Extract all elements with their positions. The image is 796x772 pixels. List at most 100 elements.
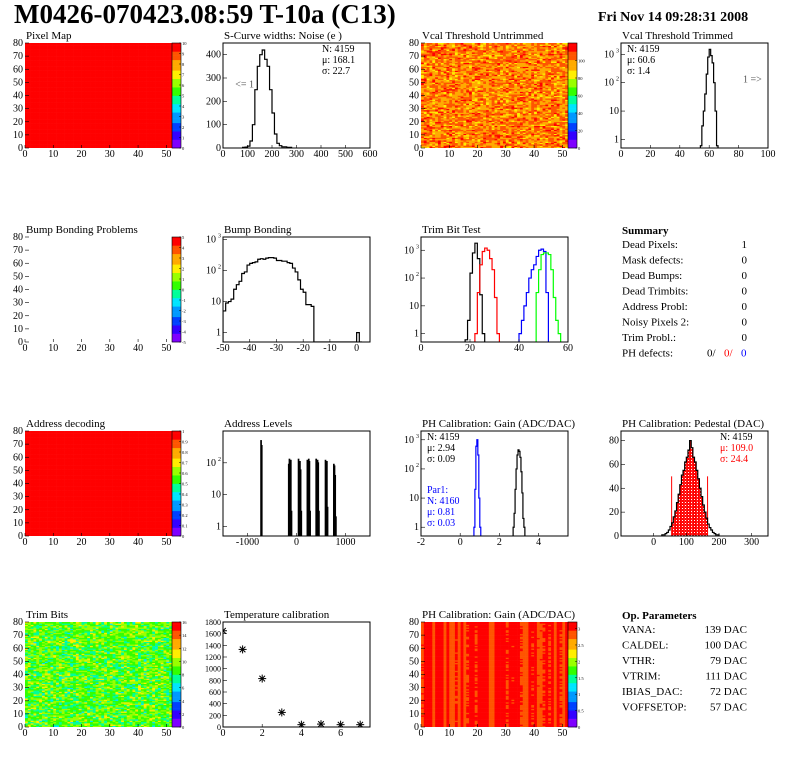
heatmap-cell [58, 102, 63, 104]
heatmap-cell [132, 138, 136, 141]
heatmap-cell [53, 100, 57, 103]
heatmap-cell [44, 79, 48, 82]
heatmap-cell [53, 73, 57, 75]
heatmap-cell [432, 52, 436, 54]
heatmap-cell [426, 115, 430, 117]
heatmap-cell [155, 107, 159, 109]
heatmap-cell [152, 125, 156, 128]
heatmap-cell [143, 133, 147, 136]
heatmap-cell [87, 60, 91, 62]
heatmap-cell [112, 94, 116, 96]
heatmap-cell [106, 46, 111, 49]
heatmap-cell [115, 146, 119, 148]
heatmap-cell [104, 83, 108, 86]
heatmap-cell [106, 61, 111, 63]
heatmap-cell [429, 103, 433, 105]
heatmap-cell [53, 129, 57, 132]
heatmap-cell [25, 133, 29, 136]
heatmap-cell [70, 83, 74, 86]
heatmap-cell [140, 58, 145, 61]
heatmap-cell [121, 90, 125, 92]
heatmap-cell [143, 57, 147, 60]
x-tick-label: 500 [338, 149, 353, 160]
heatmap-cell [27, 60, 31, 62]
heatmap-cell [47, 120, 51, 123]
colorbar-segment [172, 106, 181, 109]
heatmap-cell [109, 48, 113, 50]
colorbar-segment [172, 118, 181, 121]
heatmap-cell [41, 77, 46, 79]
heatmap-cell [106, 127, 111, 129]
heatmap-cell [432, 103, 436, 105]
heatmap-cell [132, 81, 136, 83]
heatmap-cell [118, 85, 122, 87]
heatmap-cell [160, 85, 164, 87]
heatmap-cell [435, 70, 439, 73]
heatmap-cell [429, 120, 433, 123]
heatmap-cell [98, 137, 102, 140]
heatmap-cell [121, 116, 125, 119]
heatmap-cell [429, 46, 433, 49]
heatmap-cell [129, 53, 133, 56]
heatmap-cell [95, 108, 99, 111]
heatmap-cell [87, 146, 91, 148]
heatmap-cell [101, 132, 105, 134]
heatmap-cell [70, 113, 74, 116]
heatmap-cell [58, 77, 63, 79]
heatmap-cell [75, 137, 80, 140]
heatmap-cell [138, 141, 142, 144]
heatmap-cell [149, 67, 153, 70]
heatmap-cell [50, 123, 54, 125]
heatmap-cell [437, 50, 442, 53]
heatmap-cell [109, 45, 113, 48]
heatmap-cell [109, 92, 113, 95]
heatmap-cell [87, 119, 91, 121]
heatmap-cell [39, 120, 43, 123]
heatmap-cell [126, 121, 130, 124]
heatmap-cell [135, 141, 139, 144]
heatmap-cell [140, 90, 145, 92]
heatmap-cell [67, 77, 71, 79]
heatmap-cell [70, 86, 74, 88]
heatmap-cell [146, 71, 150, 74]
heatmap-cell [432, 88, 436, 91]
heatmap-cell [129, 111, 133, 113]
heatmap-cell [84, 44, 88, 46]
heatmap-cell [155, 99, 159, 102]
heatmap-cell [101, 49, 105, 52]
plot-title: Pixel Map [26, 30, 72, 42]
heatmap-cell [53, 69, 57, 71]
heatmap-cell [56, 87, 60, 90]
heatmap-cell [53, 138, 57, 141]
heatmap-cell [25, 79, 29, 82]
heatmap-cell [135, 144, 139, 146]
heatmap-cell [437, 58, 442, 61]
heatmap-cell [104, 134, 108, 137]
heatmap-cell [440, 116, 444, 119]
heatmap-cell [44, 73, 48, 75]
heatmap-cell [149, 113, 153, 116]
heatmap-cell [84, 60, 88, 62]
heatmap-cell [115, 127, 119, 129]
heatmap-cell [67, 130, 71, 133]
heatmap-cell [73, 79, 77, 82]
heatmap-cell [437, 106, 442, 108]
heatmap-cell [163, 95, 167, 98]
heatmap-cell [27, 91, 31, 94]
heatmap-cell [437, 140, 442, 142]
heatmap-cell [81, 112, 85, 115]
heatmap-cell [435, 66, 439, 69]
heatmap-cell [109, 107, 113, 109]
heatmap-cell [129, 107, 133, 109]
heatmap-cell [166, 99, 170, 102]
heatmap-cell [90, 88, 94, 91]
heatmap-cell [61, 92, 65, 95]
heatmap-cell [61, 125, 65, 128]
heatmap-cell [126, 130, 130, 133]
heatmap-cell [75, 56, 80, 58]
heatmap-cell [163, 103, 167, 105]
heatmap-cell [81, 77, 85, 79]
heatmap-cell [84, 62, 88, 65]
heatmap-cell [121, 99, 125, 102]
heatmap-cell [123, 117, 128, 120]
